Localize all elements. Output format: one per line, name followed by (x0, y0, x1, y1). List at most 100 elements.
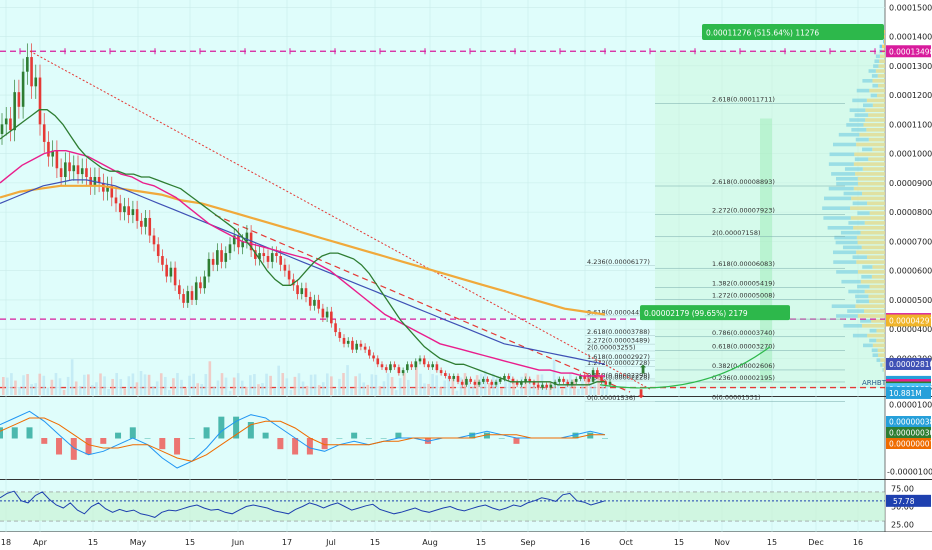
volume-profile-bar (868, 157, 885, 161)
volume-bar (552, 359, 556, 395)
volume-profile-bar (869, 338, 877, 343)
candle-body (473, 381, 477, 385)
volume-bar (407, 379, 410, 395)
volume-bar (326, 373, 329, 395)
macd-histogram-bar (26, 427, 33, 439)
volume-bar (107, 389, 110, 395)
fib-level-label: 2(0.00007158) (712, 229, 761, 237)
volume-profile-bar (861, 245, 885, 250)
candle-body (51, 150, 54, 157)
macd-histogram-bar (572, 432, 579, 439)
candle-body (541, 384, 544, 388)
volume-bar (309, 374, 313, 395)
candle-body (80, 168, 84, 175)
candle-body (460, 381, 464, 385)
candle-body (266, 256, 270, 262)
volume-profile-bar (828, 186, 854, 191)
candle-body (359, 343, 363, 347)
candle-body (317, 299, 320, 309)
volume-bar (386, 373, 390, 395)
macd-histogram-bar (159, 438, 166, 450)
candle-body (338, 332, 342, 338)
macd-histogram-bar (483, 432, 490, 439)
candle-body (465, 378, 468, 385)
volume-bar (342, 373, 345, 395)
candle-body (237, 235, 240, 248)
volume-profile-bar (835, 177, 858, 181)
volume-bar (520, 376, 523, 395)
volume-profile-bar (844, 167, 863, 171)
volume-bar (293, 376, 297, 395)
volume-profile-bar (877, 74, 885, 78)
macd-histogram-bar (321, 438, 328, 450)
candle-body (182, 294, 185, 303)
macd-histogram-bar (351, 432, 358, 439)
volume-profile-bar (878, 83, 885, 88)
volume-profile-bar (866, 128, 885, 132)
macd-histogram-bar (11, 427, 18, 439)
candle-body (549, 384, 553, 388)
volume-profile-bar (854, 152, 885, 157)
volume-bar (297, 373, 301, 395)
volume-profile-bar (871, 319, 885, 323)
volume-profile-bar (822, 206, 851, 210)
candle-body (232, 235, 236, 245)
volume-bar (439, 387, 442, 395)
volume-profile-bar (829, 152, 855, 157)
volume-bar (6, 377, 9, 395)
volume-bar (261, 383, 264, 395)
volume-bar (500, 388, 503, 395)
time-tick-label: Nov (714, 538, 730, 547)
candle-body (262, 253, 266, 257)
volume-profile-bar (872, 103, 885, 108)
volume-bar (119, 379, 123, 395)
candle-body (89, 177, 92, 186)
candle-body (38, 77, 42, 125)
macd-histogram-bar (587, 432, 594, 439)
volume-profile-bar (872, 343, 885, 348)
volume-profile-bar (862, 191, 885, 196)
candle-body (203, 276, 206, 289)
projection-curve (599, 346, 771, 389)
candle-body (245, 232, 249, 242)
candle-body (270, 253, 274, 262)
volume-bar (597, 374, 600, 395)
volume-profile-bar (849, 108, 866, 112)
volume-bar (216, 380, 220, 395)
macd-histogram-bar (513, 438, 520, 444)
candle-body (397, 367, 401, 374)
candle-body (528, 378, 532, 382)
volume-bar (415, 361, 418, 395)
target-label-box (702, 23, 884, 40)
candle-body (346, 340, 350, 344)
volume-profile-bar (868, 69, 876, 73)
volume-bar (74, 381, 78, 395)
volume-profile-bar (840, 230, 861, 235)
candle-body (30, 57, 33, 87)
macd-signal-line (0, 417, 605, 462)
volume-profile-bar (880, 363, 883, 367)
volume-bar (411, 387, 414, 395)
volume-bar (253, 374, 256, 395)
volume-bar (281, 373, 285, 395)
volume-bar (488, 383, 491, 395)
volume-bar (528, 381, 532, 395)
volume-bar (257, 384, 260, 395)
volume-bar (516, 389, 519, 395)
candle-body (76, 165, 80, 175)
macd-badge-label: 0.00000038 (889, 418, 932, 427)
volume-bar (135, 382, 139, 395)
candle-body (241, 241, 244, 248)
candle-body (515, 381, 519, 385)
volume-profile-bar (879, 59, 885, 63)
volume-bar (475, 375, 479, 395)
volume-profile-bar (860, 319, 872, 323)
volume-profile-bar (857, 177, 885, 181)
candle-body (448, 375, 451, 379)
down-arrow-icon: ⬇ (636, 387, 646, 401)
candle-body (300, 288, 304, 295)
macd-histogram-bar (365, 438, 372, 439)
